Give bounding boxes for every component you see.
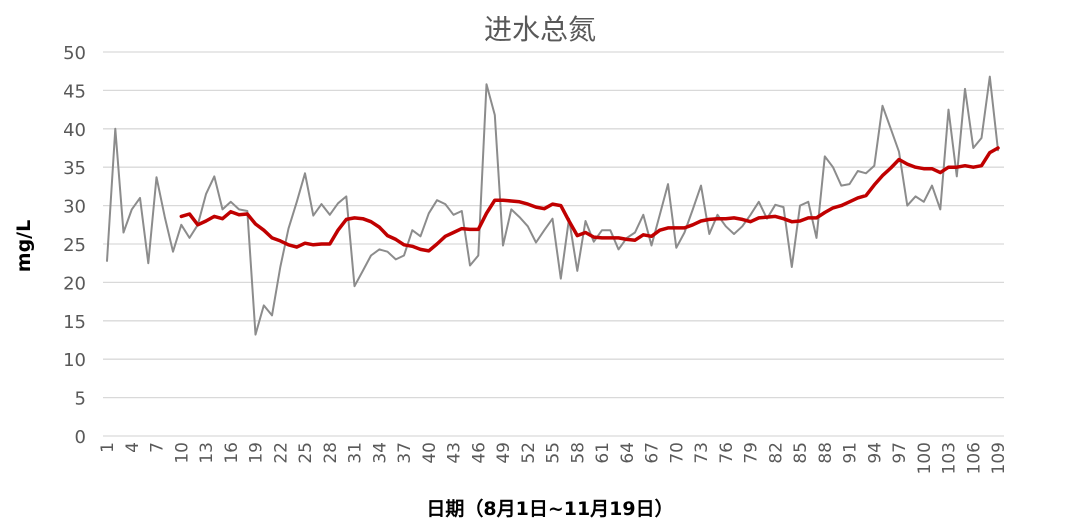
x-tick-label: 85 <box>791 442 811 464</box>
x-tick-label: 13 <box>197 442 217 464</box>
x-tick-label: 106 <box>964 442 984 474</box>
x-tick-label: 94 <box>865 442 885 464</box>
x-tick-label: 10 <box>172 442 192 464</box>
x-tick-label: 79 <box>742 442 762 464</box>
y-tick-label: 5 <box>75 389 86 410</box>
x-tick-label: 73 <box>692 442 712 464</box>
x-tick-label: 109 <box>989 442 1009 474</box>
x-tick-label: 103 <box>940 442 960 474</box>
y-tick-label: 30 <box>63 197 86 218</box>
x-tick-label: 91 <box>841 442 861 464</box>
x-tick-label: 40 <box>420 442 440 464</box>
x-tick-label: 1 <box>98 442 118 453</box>
x-tick-label: 34 <box>370 442 390 464</box>
x-tick-label: 61 <box>593 442 613 464</box>
x-tick-label: 58 <box>568 442 588 464</box>
x-tick-label: 7 <box>148 442 168 453</box>
x-tick-label: 76 <box>717 442 737 464</box>
y-tick-label: 10 <box>63 350 86 371</box>
x-tick-label: 31 <box>346 442 366 464</box>
x-tick-label: 100 <box>915 442 935 474</box>
x-tick-label: 25 <box>296 442 316 464</box>
y-tick-label: 35 <box>63 158 86 179</box>
x-tick-label: 88 <box>816 442 836 464</box>
x-tick-label: 16 <box>222 442 242 464</box>
y-tick-label: 45 <box>63 81 86 102</box>
x-tick-label: 70 <box>667 442 687 464</box>
x-tick-label: 43 <box>445 442 465 464</box>
x-tick-label: 82 <box>766 442 786 464</box>
chart-title: 进水总氮 <box>483 13 596 46</box>
y-tick-label: 25 <box>63 235 86 256</box>
x-tick-label: 46 <box>469 442 489 464</box>
x-tick-label: 22 <box>271 442 291 464</box>
x-tick-label: 19 <box>247 442 267 464</box>
x-tick-label: 64 <box>618 442 638 464</box>
x-tick-label: 52 <box>519 442 539 464</box>
y-tick-label: 0 <box>75 427 86 448</box>
y-tick-label: 15 <box>63 312 86 333</box>
x-tick-label: 67 <box>643 442 663 464</box>
y-tick-label: 20 <box>63 273 86 294</box>
y-tick-label: 40 <box>63 120 86 141</box>
x-tick-label: 37 <box>395 442 415 464</box>
x-tick-label: 28 <box>321 442 341 464</box>
x-tick-label: 4 <box>123 442 143 453</box>
y-tick-label: 50 <box>63 43 86 64</box>
series-line-moving-average <box>179 146 1000 253</box>
x-tick-label: 97 <box>890 442 910 464</box>
x-tick-label: 49 <box>494 442 514 464</box>
x-tick-label: 55 <box>544 442 564 464</box>
x-axis-label: 日期（8月1日~11月19日） <box>426 498 674 520</box>
